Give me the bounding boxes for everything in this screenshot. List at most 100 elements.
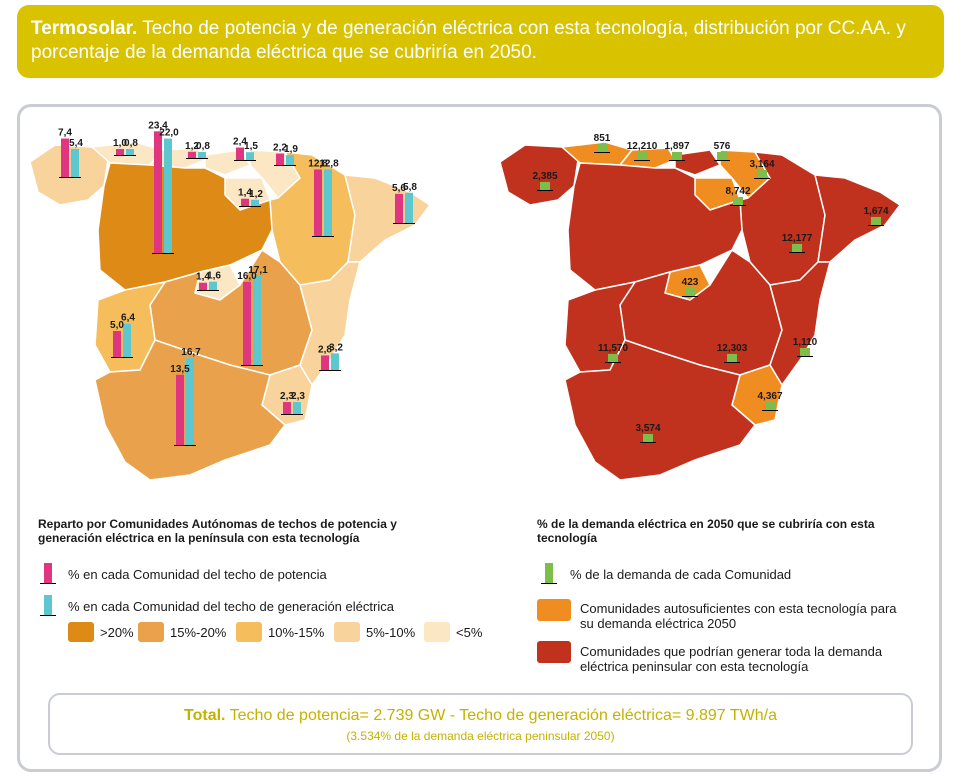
demand-value-label: 2,385 bbox=[532, 171, 557, 182]
bin-swatch-lt5 bbox=[424, 622, 450, 642]
left-bar-pair: 1,20,8 bbox=[185, 141, 210, 159]
header-title-bold: Termosolar. bbox=[31, 18, 138, 39]
power-bar bbox=[116, 149, 124, 155]
left-bar-pair: 2,83,2 bbox=[318, 342, 343, 371]
self-sufficient-swatch bbox=[537, 599, 571, 621]
region-cataluna-r bbox=[814, 174, 901, 263]
power-value-label: 1,0 bbox=[113, 138, 127, 149]
power-bar bbox=[241, 198, 249, 206]
demand-bar bbox=[727, 354, 737, 362]
green-legend-label: % de la demanda de cada Comunidad bbox=[570, 567, 792, 582]
power-value-label: 2,3 bbox=[280, 391, 294, 402]
page-header: Termosolar. Techo de potencia y de gener… bbox=[17, 5, 944, 78]
region-pais-vasco-r bbox=[674, 149, 721, 176]
demand-bar bbox=[717, 152, 727, 160]
generation-value-label: 12,8 bbox=[319, 158, 339, 169]
demand-value-label: 8,742 bbox=[725, 186, 750, 197]
right-bar: 3,574 bbox=[635, 423, 661, 443]
power-bar bbox=[321, 355, 329, 370]
demand-value-label: 1,110 bbox=[793, 337, 818, 348]
pink-legend-label: % en cada Comunidad del techo de potenci… bbox=[68, 567, 327, 582]
right-bar: 12,303 bbox=[717, 343, 748, 363]
power-value-label: 2,4 bbox=[233, 137, 247, 148]
pink-bar-swatch-base bbox=[40, 583, 56, 584]
demand-bar bbox=[540, 182, 550, 190]
region-cataluna bbox=[344, 174, 431, 263]
left-bar-pair: 1,41,2 bbox=[238, 188, 263, 207]
region-valencia-r bbox=[769, 261, 831, 386]
demand-bar bbox=[608, 354, 618, 362]
power-bar bbox=[188, 151, 196, 158]
generation-value-label: 5,4 bbox=[69, 138, 83, 149]
right-bar: 576 bbox=[714, 141, 731, 161]
bin-swatch-10-15 bbox=[236, 622, 262, 642]
power-bar bbox=[236, 147, 244, 160]
demand-value-label: 3,164 bbox=[749, 159, 774, 170]
left-bar-pair: 1,41,6 bbox=[196, 271, 221, 291]
power-value-label: 5,6 bbox=[392, 183, 406, 194]
power-bar bbox=[154, 131, 162, 253]
totals-line1: Total. Techo de potencia= 2.739 GW - Tec… bbox=[50, 707, 911, 725]
power-bar bbox=[395, 193, 403, 223]
generation-value-label: 22,0 bbox=[159, 128, 179, 139]
green-bar-swatch-base bbox=[541, 583, 557, 584]
demand-value-label: 4,367 bbox=[757, 391, 782, 402]
power-value-label: 5,0 bbox=[110, 320, 124, 331]
right-bar: 851 bbox=[594, 133, 611, 153]
generation-bar bbox=[253, 276, 261, 365]
generation-bar bbox=[286, 155, 294, 165]
demand-bar bbox=[871, 217, 881, 225]
bin-label-gt20: >20% bbox=[100, 625, 134, 640]
bin-label-lt5: <5% bbox=[456, 625, 483, 640]
left-legend-title: Reparto por Comunidades Autónomas de tec… bbox=[38, 517, 397, 545]
power-value-label: 1,4 bbox=[196, 272, 210, 283]
green-bar-swatch bbox=[545, 563, 553, 583]
header-title-text: Techo de potencia y de generación eléctr… bbox=[31, 18, 906, 63]
left-bar-pair: 13,5 16,7 bbox=[170, 347, 201, 446]
left-bar-pair: 7,45,4 bbox=[58, 128, 83, 178]
region-cantabria-r bbox=[619, 147, 676, 169]
cyan-legend-label: % en cada Comunidad del techo de generac… bbox=[68, 599, 394, 614]
demand-value-label: 12,177 bbox=[782, 233, 813, 244]
right-bar: 8,742 bbox=[725, 186, 751, 206]
generation-value-label: 0,8 bbox=[196, 141, 210, 152]
cyan-bar-swatch-base bbox=[40, 615, 56, 616]
power-bar bbox=[176, 374, 184, 445]
power-value-label: 2,2 bbox=[273, 143, 287, 154]
generation-value-label: 1,6 bbox=[207, 271, 221, 282]
region-castilla-leon bbox=[97, 162, 273, 291]
left-bar-pair: 1,00,8 bbox=[113, 138, 138, 156]
left-map-bars: 7,45,4 1,00,823,422,01,20,8 2,41,5 2,21,91,… bbox=[58, 120, 417, 446]
generation-value-label: 16,7 bbox=[181, 347, 201, 358]
demand-value-label: 576 bbox=[714, 141, 731, 152]
demand-bar bbox=[597, 144, 607, 152]
power-value-label: 1,2 bbox=[185, 141, 199, 152]
right-map-bars: 2,385 851 12,210 1,897 576 8,742 3,164 12,177 1,… bbox=[532, 133, 889, 443]
demand-bar bbox=[685, 288, 695, 296]
generation-value-label: 6,4 bbox=[121, 313, 135, 324]
right-bar: 12,210 bbox=[627, 141, 658, 161]
right-bar: 1,110 bbox=[793, 337, 818, 357]
left-bar-pair: 5,65,8 bbox=[392, 182, 417, 224]
left-bar-pair: 5,06,4 bbox=[110, 313, 135, 358]
whole-demand-swatch bbox=[537, 641, 571, 663]
right-bar: 2,385 bbox=[532, 171, 558, 191]
generation-bar bbox=[71, 148, 79, 177]
generation-bar bbox=[209, 281, 217, 290]
totals-box: Total. Techo de potencia= 2.739 GW - Tec… bbox=[48, 693, 913, 755]
bin-swatch-gt20 bbox=[68, 622, 94, 642]
demand-value-label: 1,674 bbox=[863, 206, 888, 217]
power-bar bbox=[199, 282, 207, 290]
power-bar bbox=[314, 169, 322, 236]
generation-value-label: 17,1 bbox=[248, 265, 268, 276]
generation-bar bbox=[293, 402, 301, 414]
generation-value-label: 0,8 bbox=[124, 138, 138, 149]
whole-demand-label: Comunidades que podrían generar toda la … bbox=[580, 644, 883, 674]
demand-value-label: 1,897 bbox=[664, 141, 689, 152]
demand-bar bbox=[757, 170, 767, 178]
left-bar-pair: 2,32,3 bbox=[280, 391, 305, 415]
bin-label-10-15: 10%-15% bbox=[268, 625, 325, 640]
generation-value-label: 2,3 bbox=[291, 391, 305, 402]
demand-value-label: 11,570 bbox=[598, 343, 628, 354]
power-bar bbox=[283, 402, 291, 414]
